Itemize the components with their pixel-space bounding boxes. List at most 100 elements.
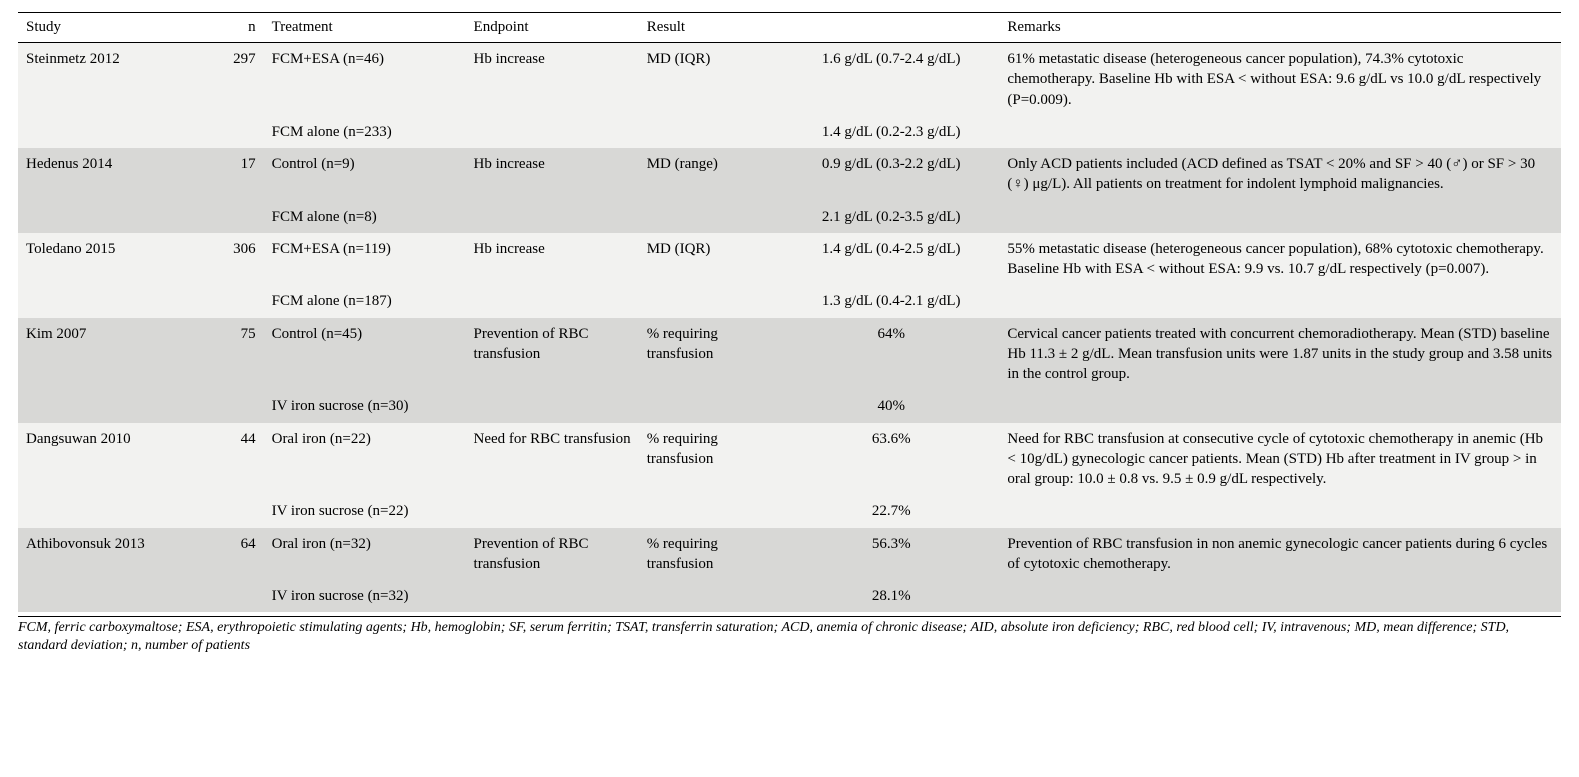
study-cell: Kim 2007: [18, 318, 191, 391]
remarks-cell: Need for RBC transfusion at consecutive …: [999, 423, 1561, 496]
remarks-cell: Cervical cancer patients treated with co…: [999, 318, 1561, 391]
table-row: Dangsuwan 201044Oral iron (n=22)Need for…: [18, 423, 1561, 496]
endpoint-cell: [466, 390, 639, 422]
study-cell: [18, 580, 191, 612]
value-cell: 2.1 g/dL (0.2-3.5 g/dL): [783, 201, 999, 233]
table-row: Steinmetz 2012297FCM+ESA (n=46)Hb increa…: [18, 43, 1561, 116]
study-cell: Steinmetz 2012: [18, 43, 191, 116]
value-cell: 1.3 g/dL (0.4-2.1 g/dL): [783, 285, 999, 317]
endpoint-cell: Prevention of RBC transfusion: [466, 318, 639, 391]
study-cell: [18, 116, 191, 148]
table-row: Toledano 2015306FCM+ESA (n=119)Hb increa…: [18, 233, 1561, 286]
endpoint-cell: Hb increase: [466, 148, 639, 201]
value-cell: 1.6 g/dL (0.7-2.4 g/dL): [783, 43, 999, 116]
study-cell: [18, 285, 191, 317]
n-cell: [191, 116, 263, 148]
result-cell: [639, 201, 783, 233]
value-cell: 40%: [783, 390, 999, 422]
value-cell: 1.4 g/dL (0.2-2.3 g/dL): [783, 116, 999, 148]
remarks-cell: 61% metastatic disease (heterogeneous ca…: [999, 43, 1561, 116]
n-cell: [191, 201, 263, 233]
study-cell: Dangsuwan 2010: [18, 423, 191, 496]
endpoint-cell: [466, 580, 639, 612]
table-row: IV iron sucrose (n=32) 28.1%: [18, 580, 1561, 612]
result-cell: % requiring transfusion: [639, 528, 783, 581]
treatment-cell: IV iron sucrose (n=30): [264, 390, 466, 422]
study-group: Kim 200775Control (n=45)Prevention of RB…: [18, 318, 1561, 423]
header-row: Study n Treatment Endpoint Result Remark…: [18, 13, 1561, 43]
study-cell: [18, 390, 191, 422]
study-group: Hedenus 201417Control (n=9)Hb increaseMD…: [18, 148, 1561, 233]
studies-table: Study n Treatment Endpoint Result Remark…: [18, 12, 1561, 612]
treatment-cell: FCM alone (n=8): [264, 201, 466, 233]
study-group: Dangsuwan 201044Oral iron (n=22)Need for…: [18, 423, 1561, 528]
treatment-cell: FCM alone (n=187): [264, 285, 466, 317]
value-cell: 28.1%: [783, 580, 999, 612]
endpoint-cell: [466, 116, 639, 148]
table-row: Hedenus 201417Control (n=9)Hb increaseMD…: [18, 148, 1561, 201]
table-row: FCM alone (n=187) 1.3 g/dL (0.4-2.1 g/dL): [18, 285, 1561, 317]
value-cell: 22.7%: [783, 495, 999, 527]
treatment-cell: Oral iron (n=22): [264, 423, 466, 496]
col-endpoint: Endpoint: [466, 13, 639, 43]
col-result: Result: [639, 13, 783, 43]
n-cell: 44: [191, 423, 263, 496]
value-cell: 64%: [783, 318, 999, 391]
n-cell: 306: [191, 233, 263, 286]
n-cell: 297: [191, 43, 263, 116]
study-cell: Athibovonsuk 2013: [18, 528, 191, 581]
treatment-cell: FCM alone (n=233): [264, 116, 466, 148]
study-cell: Hedenus 2014: [18, 148, 191, 201]
endpoint-cell: Prevention of RBC transfusion: [466, 528, 639, 581]
value-cell: 56.3%: [783, 528, 999, 581]
endpoint-cell: Hb increase: [466, 43, 639, 116]
abbreviations-footnote: FCM, ferric carboxymaltose; ESA, erythro…: [18, 616, 1561, 655]
result-cell: [639, 390, 783, 422]
table-row: IV iron sucrose (n=22) 22.7%: [18, 495, 1561, 527]
col-study: Study: [18, 13, 191, 43]
treatment-cell: Control (n=45): [264, 318, 466, 391]
n-cell: [191, 390, 263, 422]
col-remarks: Remarks: [999, 13, 1561, 43]
table-row: Athibovonsuk 201364Oral iron (n=32)Preve…: [18, 528, 1561, 581]
result-cell: [639, 495, 783, 527]
endpoint-cell: Hb increase: [466, 233, 639, 286]
study-cell: [18, 495, 191, 527]
treatment-cell: IV iron sucrose (n=32): [264, 580, 466, 612]
n-cell: 64: [191, 528, 263, 581]
table-row: Kim 200775Control (n=45)Prevention of RB…: [18, 318, 1561, 391]
endpoint-cell: [466, 285, 639, 317]
table-row: FCM alone (n=8) 2.1 g/dL (0.2-3.5 g/dL): [18, 201, 1561, 233]
study-cell: Toledano 2015: [18, 233, 191, 286]
remarks-cell: [999, 201, 1561, 233]
value-cell: 63.6%: [783, 423, 999, 496]
result-cell: [639, 285, 783, 317]
treatment-cell: IV iron sucrose (n=22): [264, 495, 466, 527]
study-group: Athibovonsuk 201364Oral iron (n=32)Preve…: [18, 528, 1561, 613]
remarks-cell: [999, 116, 1561, 148]
result-cell: % requiring transfusion: [639, 318, 783, 391]
col-n: n: [191, 13, 263, 43]
col-treatment: Treatment: [264, 13, 466, 43]
treatment-cell: FCM+ESA (n=119): [264, 233, 466, 286]
result-cell: [639, 580, 783, 612]
value-cell: 1.4 g/dL (0.4-2.5 g/dL): [783, 233, 999, 286]
remarks-cell: Prevention of RBC transfusion in non ane…: [999, 528, 1561, 581]
remarks-cell: [999, 285, 1561, 317]
n-cell: 75: [191, 318, 263, 391]
treatment-cell: FCM+ESA (n=46): [264, 43, 466, 116]
remarks-cell: Only ACD patients included (ACD defined …: [999, 148, 1561, 201]
result-cell: [639, 116, 783, 148]
study-cell: [18, 201, 191, 233]
result-cell: MD (IQR): [639, 233, 783, 286]
remarks-cell: [999, 390, 1561, 422]
n-cell: 17: [191, 148, 263, 201]
n-cell: [191, 580, 263, 612]
endpoint-cell: Need for RBC transfusion: [466, 423, 639, 496]
remarks-cell: [999, 495, 1561, 527]
treatment-cell: Oral iron (n=32): [264, 528, 466, 581]
value-cell: 0.9 g/dL (0.3-2.2 g/dL): [783, 148, 999, 201]
endpoint-cell: [466, 201, 639, 233]
n-cell: [191, 285, 263, 317]
table-row: FCM alone (n=233) 1.4 g/dL (0.2-2.3 g/dL): [18, 116, 1561, 148]
